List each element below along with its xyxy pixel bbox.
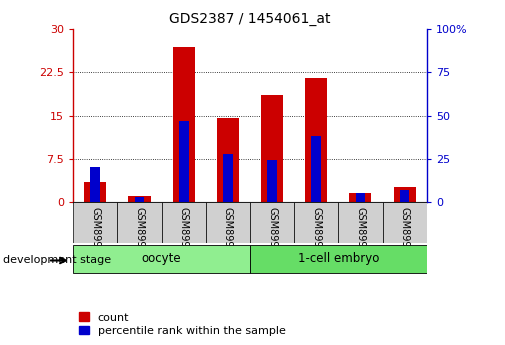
- Bar: [294, 202, 338, 243]
- Bar: [73, 202, 117, 243]
- Text: GSM89975: GSM89975: [356, 207, 366, 260]
- Bar: [73, 245, 250, 273]
- Title: GDS2387 / 1454061_at: GDS2387 / 1454061_at: [169, 11, 331, 26]
- Bar: [206, 202, 250, 243]
- Legend: count, percentile rank within the sample: count, percentile rank within the sample: [79, 313, 285, 336]
- Bar: [179, 121, 188, 202]
- Text: GSM89973: GSM89973: [267, 207, 277, 260]
- Bar: [312, 136, 321, 202]
- Bar: [135, 197, 144, 202]
- Bar: [250, 202, 294, 243]
- Text: 1-cell embryo: 1-cell embryo: [297, 252, 379, 265]
- Bar: [128, 196, 150, 202]
- Bar: [393, 187, 416, 202]
- Bar: [173, 47, 195, 202]
- Bar: [267, 160, 277, 202]
- Text: GSM89972: GSM89972: [223, 207, 233, 260]
- Bar: [338, 202, 383, 243]
- Bar: [261, 96, 283, 202]
- Bar: [90, 167, 100, 202]
- Bar: [356, 193, 365, 202]
- Text: GSM89999: GSM89999: [399, 207, 410, 259]
- Bar: [117, 202, 162, 243]
- Text: GSM89970: GSM89970: [134, 207, 144, 260]
- Bar: [250, 245, 427, 273]
- Text: oocyte: oocyte: [142, 252, 181, 265]
- Text: development stage: development stage: [3, 256, 111, 265]
- Bar: [349, 193, 372, 202]
- Text: GSM89971: GSM89971: [179, 207, 189, 260]
- Text: GSM89969: GSM89969: [90, 207, 100, 259]
- Bar: [217, 118, 239, 202]
- Bar: [400, 190, 410, 202]
- Bar: [84, 182, 107, 202]
- Bar: [383, 202, 427, 243]
- Bar: [162, 202, 206, 243]
- Bar: [305, 78, 327, 202]
- Bar: [223, 154, 233, 202]
- Text: GSM89974: GSM89974: [311, 207, 321, 260]
